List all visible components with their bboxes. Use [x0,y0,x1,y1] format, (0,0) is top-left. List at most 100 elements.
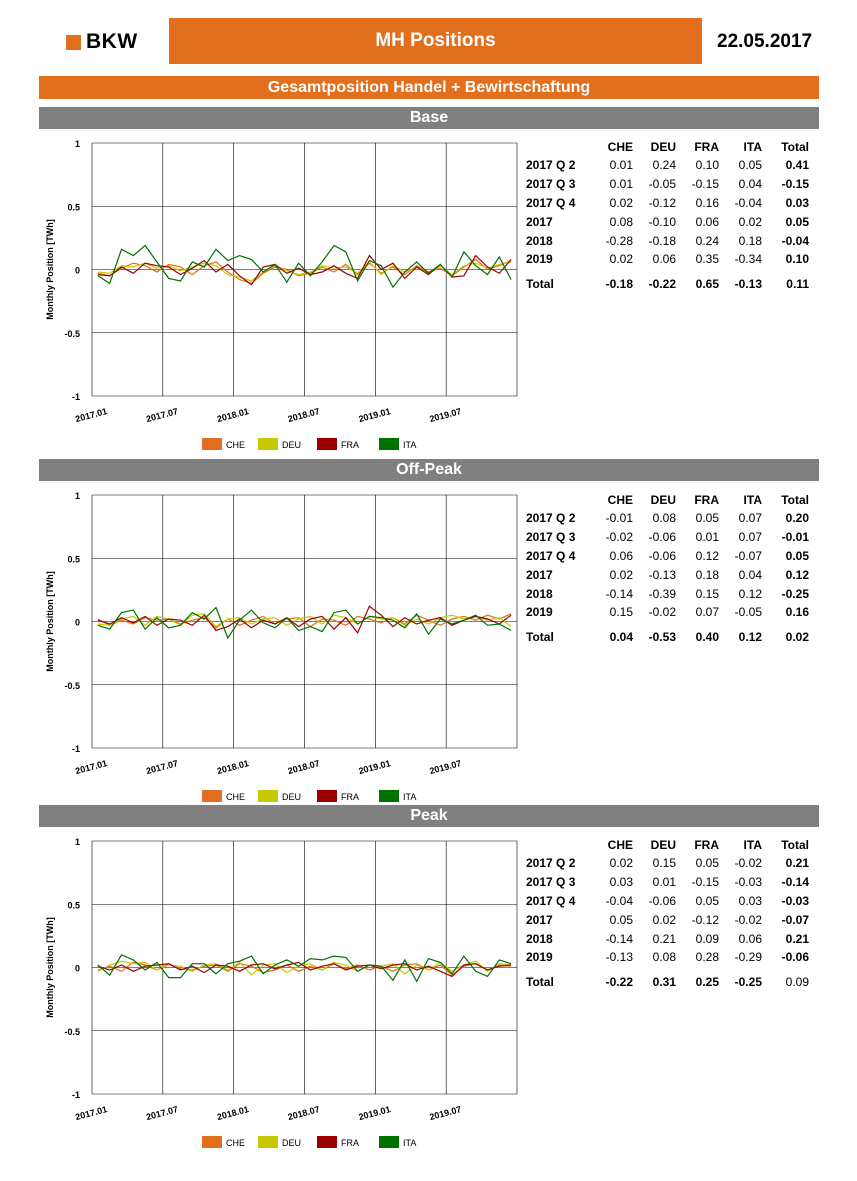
cell-deu: -0.10 [648,214,676,229]
y-tick-label: -1 [72,392,80,402]
cell-fra: -0.15 [691,875,719,890]
cell-che: 0.02 [609,856,633,871]
y-axis-label: Monthly Position [TWh] [45,917,55,1017]
cell-total: -0.04 [781,233,809,248]
table-row: 2017 Q 3 -0.02 -0.06 0.01 0.07 -0.01 [526,528,809,547]
cell-deu: -0.18 [648,233,676,248]
y-tick-label: 1 [75,139,80,149]
cell-che: 0.05 [609,912,633,927]
cell-che: 0.04 [609,630,633,645]
col-header-fra: FRA [694,139,719,154]
x-tick-label: 2019.01 [358,758,392,776]
row-label: 2017 [526,567,553,582]
cell-total: 0.41 [785,158,809,173]
x-tick-label: 2019.07 [428,406,462,424]
report-date: 22.05.2017 [717,31,813,52]
legend-label-deu: DEU [282,440,301,450]
y-tick-label: 1 [75,837,80,847]
cell-ita: 0.06 [738,931,762,946]
table-row: 2018 -0.14 0.21 0.09 0.06 0.21 [526,929,809,948]
cell-total: 0.21 [785,856,809,871]
cell-fra: 0.16 [695,195,719,210]
legend-swatch-che [202,790,222,802]
legend-swatch-fra [317,1136,337,1148]
cell-ita: 0.07 [738,511,762,526]
x-tick-label: 2018.07 [287,1104,321,1122]
section-title-peak: Peak [39,805,819,827]
col-header-fra: FRA [694,492,719,507]
x-tick-label: 2017.01 [74,1104,108,1122]
cell-che: 0.08 [609,214,633,229]
legend-swatch-fra [317,438,337,450]
x-tick-label: 2019.01 [358,1104,392,1122]
cell-total: 0.11 [786,277,809,292]
series-line-deu [97,613,512,628]
x-tick-label: 2018.07 [287,758,321,776]
table-header-row: CHE DEU FRA ITA Total [526,490,809,509]
col-header-che: CHE [607,139,633,154]
legend-label-fra: FRA [341,792,359,802]
cell-ita: -0.05 [734,605,762,620]
x-tick-label: 2017.01 [74,758,108,776]
cell-ita: 0.18 [738,233,762,248]
cell-deu: 0.01 [652,875,676,890]
cell-che: 0.06 [609,548,633,563]
row-label: 2018 [526,931,553,946]
cell-ita: 0.05 [738,158,762,173]
cell-total: -0.15 [781,177,809,192]
cell-fra: 0.15 [695,586,719,601]
col-header-total: Total [781,837,809,852]
cell-fra: 0.25 [695,975,719,990]
row-label: Total [526,975,554,990]
cell-total: 0.05 [785,548,809,563]
table-row: 2017 0.08 -0.10 0.06 0.02 0.05 [526,212,809,231]
cell-fra: -0.15 [691,177,719,192]
x-tick-label: 2018.07 [287,406,321,424]
row-label: Total [526,277,554,292]
cell-fra: 0.05 [695,893,719,908]
cell-ita: 0.12 [738,586,762,601]
table-row: 2019 0.02 0.06 0.35 -0.34 0.10 [526,250,809,269]
cell-ita: -0.02 [734,856,762,871]
table-header-row: CHE DEU FRA ITA Total [526,835,809,854]
col-header-total: Total [781,492,809,507]
logo-text: BKW [86,30,138,53]
x-tick-label: 2019.01 [358,406,392,424]
cell-fra: 0.06 [695,214,719,229]
cell-ita: -0.34 [734,252,762,267]
cell-deu: 0.21 [652,931,676,946]
y-tick-label: -0.5 [64,681,80,691]
row-label: 2017 Q 2 [526,856,576,871]
cell-fra: 0.24 [695,233,719,248]
cell-deu: 0.31 [652,975,676,990]
cell-fra: 0.18 [695,567,719,582]
legend-swatch-deu [258,438,278,450]
cell-total: 0.09 [785,975,809,990]
y-tick-label: 1 [75,491,80,501]
col-header-deu: DEU [650,139,676,154]
cell-fra: -0.12 [691,912,719,927]
cell-deu: -0.06 [648,548,676,563]
cell-ita: -0.07 [734,548,762,563]
cell-deu: -0.05 [648,177,676,192]
x-tick-label: 2017.07 [145,406,179,424]
row-label: 2017 Q 4 [526,893,576,908]
cell-che: 0.01 [609,158,633,173]
series-line-che [97,961,512,976]
y-tick-label: 0.5 [67,554,80,564]
legend-label-fra: FRA [341,1138,359,1148]
table-row: 2017 Q 4 0.06 -0.06 0.12 -0.07 0.05 [526,547,809,566]
cell-fra: 0.35 [695,252,719,267]
col-header-deu: DEU [650,492,676,507]
cell-che: -0.13 [605,950,633,965]
col-header-deu: DEU [650,837,676,852]
table-row: 2017 Q 3 0.01 -0.05 -0.15 0.04 -0.15 [526,175,809,194]
cell-deu: 0.06 [652,252,676,267]
y-tick-label: -0.5 [64,1027,80,1037]
row-label: 2017 Q 3 [526,530,576,545]
col-header-ita: ITA [743,837,762,852]
legend-label-fra: FRA [341,440,359,450]
row-label: 2017 Q 4 [526,548,576,563]
series-line-fra [97,605,512,635]
cell-che: -0.28 [605,233,633,248]
